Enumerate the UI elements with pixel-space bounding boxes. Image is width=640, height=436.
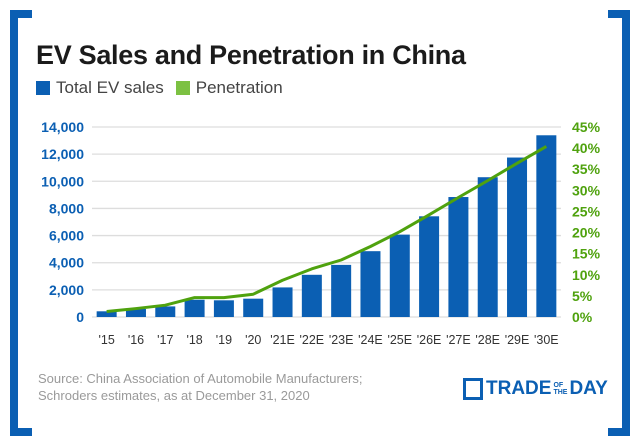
x-tick-label: '23E — [329, 333, 354, 347]
bar-28E — [478, 177, 498, 317]
y-right-tick-label: 5% — [572, 288, 593, 304]
logo-day: DAY — [569, 378, 607, 400]
bar-19 — [214, 300, 234, 317]
bar-30E — [536, 135, 556, 317]
x-tick-label: '15 — [99, 333, 115, 347]
x-tick-label: '30E — [534, 333, 559, 347]
bar-21E — [273, 287, 293, 317]
y-right-tick-label: 20% — [572, 225, 601, 241]
x-tick-label: '26E — [417, 333, 442, 347]
y-left-tick-label: 14,000 — [41, 119, 84, 135]
y-right-tick-label: 40% — [572, 140, 601, 156]
bar-29E — [507, 158, 527, 317]
y-right-tick-label: 35% — [572, 161, 601, 177]
x-tick-label: '17 — [157, 333, 173, 347]
x-tick-label: '25E — [387, 333, 412, 347]
y-left-tick-label: 12,000 — [41, 146, 84, 162]
y-left-tick-label: 10,000 — [41, 173, 84, 189]
x-tick-label: '27E — [446, 333, 471, 347]
bar-18 — [185, 300, 205, 317]
logo-of: OF — [553, 382, 567, 389]
y-right-tick-label: 10% — [572, 267, 601, 283]
x-tick-label: '21E — [270, 333, 295, 347]
y-left-tick-label: 2,000 — [49, 282, 84, 298]
source-line-2: Schroders estimates, as at December 31, … — [38, 387, 362, 404]
x-tick-label: '18 — [186, 333, 202, 347]
x-tick-label: '19 — [216, 333, 232, 347]
bar-24E — [360, 251, 380, 317]
bar-20 — [243, 299, 263, 317]
logo-the: THE — [553, 389, 567, 396]
y-right-tick-label: 15% — [572, 246, 601, 262]
x-tick-label: '16 — [128, 333, 144, 347]
logo-trade: TRADE — [486, 378, 551, 400]
x-tick-label: '20 — [245, 333, 261, 347]
bar-25E — [390, 235, 410, 317]
source-line-1: Source: China Association of Automobile … — [38, 370, 362, 387]
bar-23E — [331, 265, 351, 317]
y-right-tick-label: 30% — [572, 182, 601, 198]
x-tick-label: '28E — [475, 333, 500, 347]
x-tick-label: '29E — [505, 333, 530, 347]
x-tick-label: '24E — [358, 333, 383, 347]
source-note: Source: China Association of Automobile … — [38, 370, 362, 404]
x-tick-label: '22E — [300, 333, 325, 347]
y-right-tick-label: 0% — [572, 309, 593, 325]
bar-27E — [448, 197, 468, 317]
y-left-tick-label: 0 — [76, 309, 84, 325]
bar-chart-icon — [463, 378, 483, 400]
y-left-tick-label: 6,000 — [49, 228, 84, 244]
y-right-tick-label: 45% — [572, 119, 601, 135]
y-left-tick-label: 4,000 — [49, 255, 84, 271]
y-right-tick-label: 25% — [572, 203, 601, 219]
bar-17 — [155, 306, 175, 317]
bar-26E — [419, 216, 439, 317]
y-left-tick-label: 8,000 — [49, 200, 84, 216]
bar-22E — [302, 275, 322, 317]
